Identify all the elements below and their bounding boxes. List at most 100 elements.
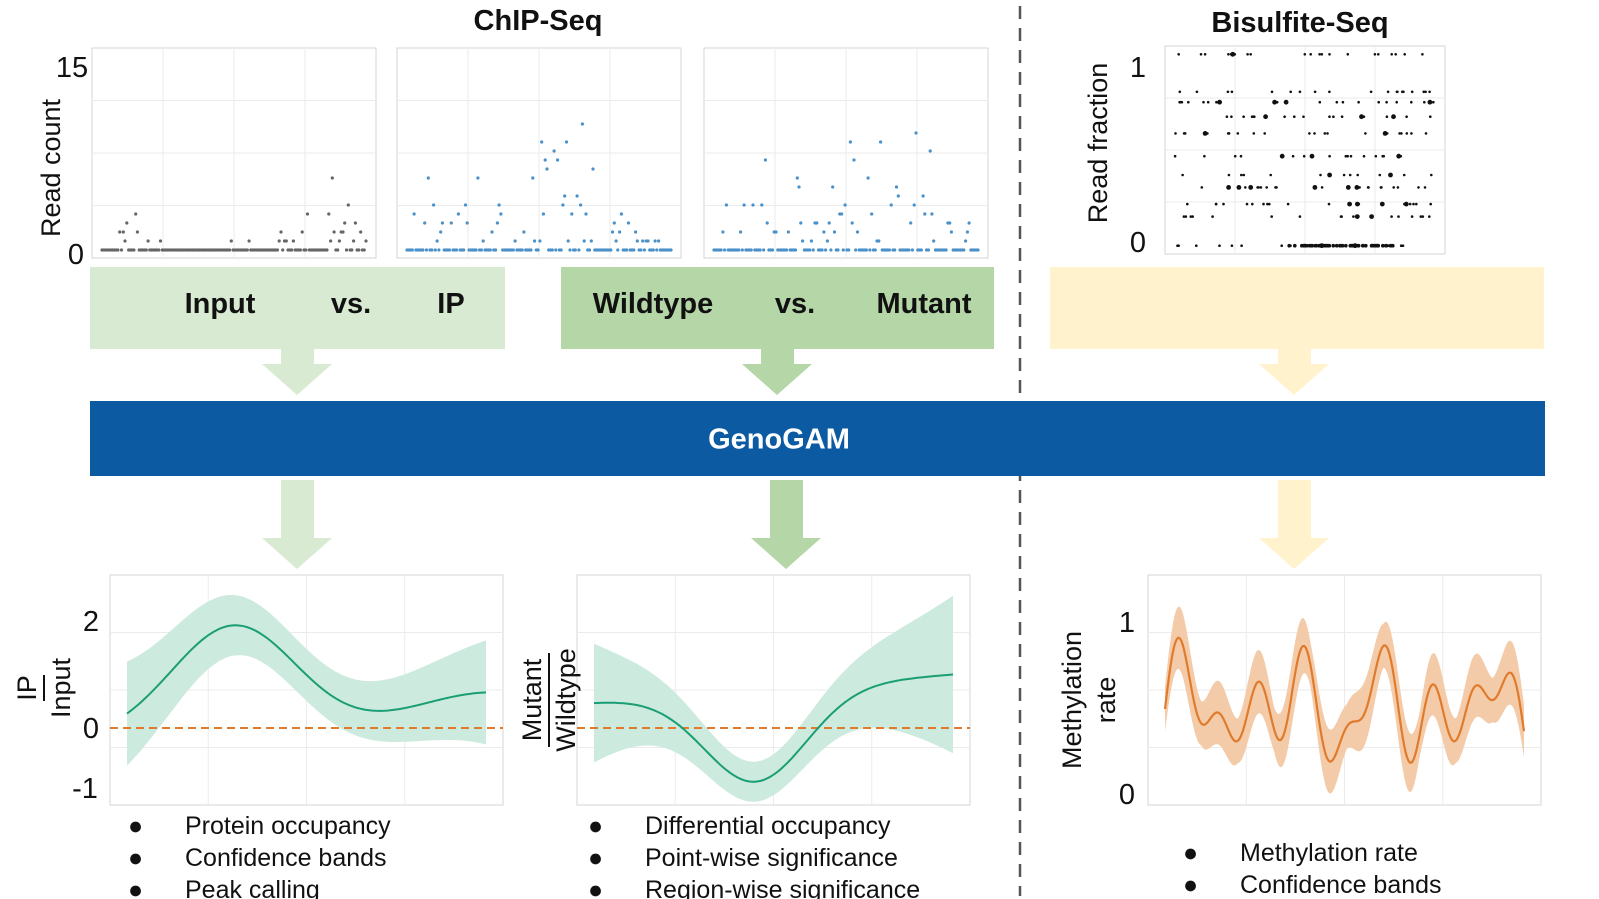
methylation-dot — [1269, 173, 1272, 177]
methylation-confidence-band — [1165, 606, 1524, 794]
methylation-dot — [1379, 201, 1385, 207]
methylation-dot — [1396, 186, 1400, 189]
read-dot — [774, 230, 778, 234]
methylation-dot — [1309, 53, 1312, 56]
arrow-left-down-2 — [262, 480, 332, 569]
read-dot — [564, 140, 569, 144]
read-dot — [533, 239, 537, 243]
methylation-dot — [1341, 100, 1345, 104]
read-dot — [437, 248, 441, 252]
bullet-methylation-rate: Methylation rate — [1240, 839, 1418, 867]
read-dot — [495, 221, 499, 225]
read-dot — [786, 230, 791, 234]
mutant-over-wildtype-label: Mutant Wildtype — [517, 648, 581, 752]
methylation-dot — [1312, 185, 1318, 190]
methylation-dot — [1263, 114, 1268, 120]
read-dot — [612, 221, 616, 225]
read-dot — [742, 203, 746, 207]
read-dot — [763, 158, 768, 162]
read-dot — [540, 140, 544, 144]
bullet-differential-occupancy: Differential occupancy — [645, 812, 891, 840]
read-dot — [770, 248, 775, 252]
read-dot — [639, 248, 643, 252]
read-dot — [298, 248, 302, 252]
methylation-dot — [1381, 243, 1385, 248]
methylation-dot — [1218, 244, 1221, 247]
bullet-dot: ● — [588, 812, 603, 840]
read-dot — [609, 248, 613, 252]
methylation-dot — [1326, 132, 1329, 135]
read-dot — [847, 248, 851, 252]
read-dot — [479, 248, 483, 252]
genogam-label: GenoGAM — [708, 424, 850, 456]
methylation-dot — [1402, 173, 1406, 177]
methylation-dot — [1293, 243, 1297, 248]
ip-numerator: IP — [12, 675, 42, 701]
read-dot — [123, 239, 127, 243]
methylation-dot — [1225, 115, 1229, 118]
chip-seq-header: ChIP-Seq — [474, 5, 603, 37]
read-dot — [497, 203, 501, 207]
methylation-dot — [1342, 173, 1346, 177]
read-dot — [765, 221, 769, 225]
methylation-dot — [1174, 132, 1177, 135]
methylation-dot — [1428, 90, 1431, 94]
methylation-dot — [1283, 115, 1286, 118]
bullet-dot: ● — [128, 876, 143, 899]
read-dot — [346, 203, 350, 207]
read-dot — [836, 248, 840, 252]
methylation-dot — [1317, 243, 1321, 248]
read-dot — [344, 248, 349, 252]
methylation-dot — [1424, 90, 1427, 94]
methylation-dot — [1347, 201, 1352, 207]
read-dot — [439, 230, 443, 234]
methylation-dot — [1323, 132, 1327, 135]
read-dot — [228, 248, 232, 252]
methylation-dot — [1396, 153, 1402, 159]
methylation-dot — [1321, 243, 1326, 248]
methylation-dot — [1203, 53, 1207, 56]
read-dot — [462, 248, 466, 252]
methylation-dot — [1423, 100, 1426, 104]
read-dot — [822, 230, 826, 234]
read-dot — [582, 239, 586, 243]
read-dot — [522, 230, 526, 234]
read-dot — [556, 158, 560, 162]
read-dot — [877, 239, 881, 243]
input-reads-panel — [91, 47, 377, 259]
methylation-dot — [1401, 244, 1405, 247]
methylation-dot — [1230, 244, 1234, 247]
methylation-dot — [1355, 215, 1358, 218]
read-dot — [499, 212, 503, 216]
methylation-dot — [1227, 173, 1231, 177]
methylation-dot — [1392, 186, 1395, 189]
methylation-dot — [1340, 115, 1344, 118]
ip-input-confidence-band — [127, 595, 486, 766]
read-dot — [511, 248, 515, 252]
read-dot — [580, 122, 585, 126]
left-tick-neg1: -1 — [72, 773, 98, 805]
methylation-dot — [1195, 90, 1199, 94]
methylation-dot — [1199, 53, 1203, 56]
read-dot — [290, 248, 294, 252]
read-dot — [291, 239, 295, 243]
methylation-dot — [1240, 173, 1243, 177]
read-dot — [463, 203, 468, 207]
methylation-dot — [1348, 173, 1352, 177]
read-dot — [723, 248, 727, 252]
methylation-dot — [1399, 244, 1403, 247]
methylation-dot — [1227, 53, 1230, 56]
methylation-dot — [1328, 154, 1331, 158]
read-dot — [642, 248, 647, 252]
read-count-ymin: 0 — [68, 239, 84, 271]
methylation-ylabel-2: rate — [1091, 677, 1121, 724]
methylation-dot — [1289, 90, 1292, 94]
read-dot — [619, 212, 624, 216]
methylation-dot — [1369, 90, 1373, 94]
methylation-dot — [1338, 243, 1342, 248]
methylation-dot — [1274, 186, 1277, 189]
input-label: Input — [185, 288, 256, 320]
read-dot — [632, 248, 636, 252]
read-dot — [481, 239, 485, 243]
